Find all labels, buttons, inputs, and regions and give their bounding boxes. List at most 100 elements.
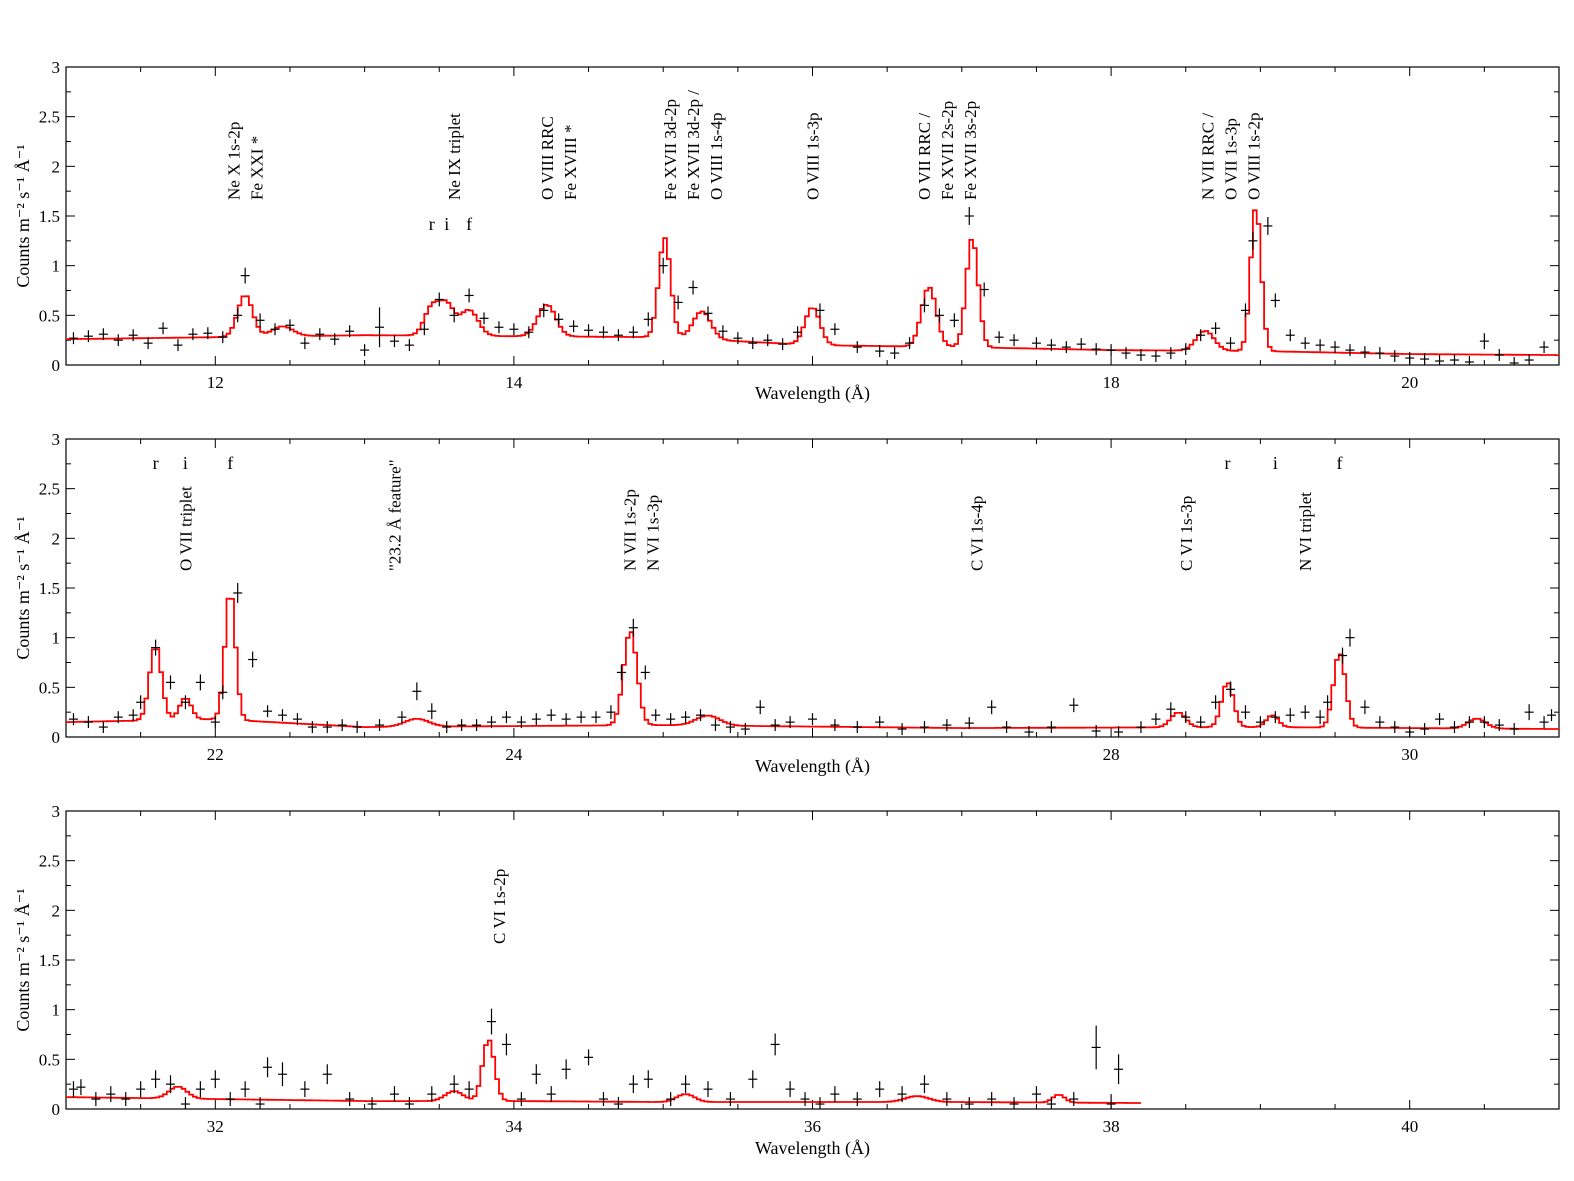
- data-point: [479, 312, 489, 325]
- data-point: [875, 345, 885, 358]
- line-annotation: O VIII 1s-2p: [1245, 112, 1264, 200]
- data-point: [539, 303, 549, 318]
- data-point: [666, 713, 676, 726]
- data-point: [1114, 1054, 1124, 1085]
- data-point: [964, 207, 974, 225]
- data-point: [91, 1092, 101, 1107]
- line-annotation: O VII RRC /: [915, 113, 934, 200]
- triplet-letter: i: [183, 453, 188, 473]
- data-point: [68, 713, 78, 726]
- data-point: [949, 313, 959, 328]
- triplet-letter: r: [1225, 453, 1231, 473]
- y-tick-label: 1.5: [39, 579, 60, 598]
- y-axis-title: Counts m⁻² s⁻¹ Å⁻¹: [13, 888, 33, 1031]
- data-point: [688, 280, 698, 295]
- model-curve: [66, 1039, 1141, 1104]
- data-point: [628, 326, 638, 339]
- data-point: [1106, 344, 1116, 357]
- data-point: [158, 322, 168, 335]
- line-annotation: N VI 1s-3p: [643, 495, 662, 571]
- data-point: [173, 339, 183, 352]
- data-point: [1405, 352, 1415, 365]
- data-point: [352, 721, 362, 734]
- data-point: [1509, 357, 1519, 365]
- data-point: [793, 326, 803, 339]
- data-point: [561, 713, 571, 726]
- data-point: [1539, 716, 1549, 729]
- data-point: [1300, 705, 1310, 720]
- data-point: [942, 1092, 952, 1107]
- line-annotation: N VII RRC /: [1199, 113, 1218, 200]
- y-tick-label: 2: [52, 157, 61, 176]
- data-point: [464, 288, 474, 303]
- data-point: [1248, 231, 1258, 250]
- data-point: [919, 721, 929, 734]
- model-curve: [66, 209, 1559, 356]
- data-point: [1420, 723, 1430, 736]
- data-point: [1091, 725, 1101, 737]
- triplet-letter: r: [153, 453, 159, 473]
- data-point: [778, 338, 788, 351]
- line-annotation: C VI 1s-3p: [1177, 496, 1196, 571]
- x-tick-label: 18: [1103, 373, 1120, 392]
- data-point: [852, 341, 862, 354]
- y-tick-label: 1: [52, 257, 61, 276]
- data-point: [964, 1097, 974, 1109]
- data-point: [136, 1081, 146, 1098]
- data-point: [1166, 702, 1176, 717]
- data-point: [613, 1097, 623, 1109]
- data-point: [934, 308, 944, 323]
- data-point: [673, 295, 683, 310]
- data-point: [270, 323, 280, 336]
- data-point: [905, 337, 915, 350]
- data-point: [367, 1097, 377, 1109]
- data-point: [1494, 719, 1504, 732]
- data-point: [770, 719, 780, 732]
- y-tick-label: 3: [52, 802, 61, 821]
- data-point: [143, 337, 153, 350]
- data-points: [68, 583, 1557, 737]
- data-point: [427, 1086, 437, 1103]
- x-tick-label: 24: [505, 745, 523, 764]
- data-point: [681, 711, 691, 724]
- data-point: [509, 323, 519, 336]
- data-point: [136, 695, 146, 710]
- data-point: [1524, 704, 1534, 721]
- data-point: [613, 329, 623, 342]
- data-point: [1360, 700, 1370, 715]
- data-point: [337, 719, 347, 732]
- data-point: [979, 282, 989, 297]
- data-point: [1338, 647, 1348, 664]
- data-point: [1226, 681, 1236, 698]
- data-point: [640, 665, 650, 680]
- data-point: [404, 339, 414, 352]
- data-point: [487, 716, 497, 729]
- data-point: [598, 1092, 608, 1107]
- data-point: [263, 705, 273, 718]
- data-point: [360, 344, 370, 357]
- data-point: [315, 328, 325, 341]
- data-point: [255, 313, 265, 328]
- y-tick-label: 0.5: [39, 1050, 60, 1069]
- data-point: [897, 723, 907, 736]
- data-point: [703, 306, 713, 321]
- data-point: [397, 711, 407, 724]
- data-point: [218, 331, 228, 344]
- data-point: [292, 713, 302, 726]
- x-axis-title: Wavelength (Å): [755, 1138, 870, 1159]
- data-point: [830, 719, 840, 732]
- x-tick-label: 36: [804, 1117, 821, 1136]
- data-point: [240, 1081, 250, 1098]
- data-point: [1076, 338, 1086, 351]
- data-point: [300, 1081, 310, 1098]
- x-tick-label: 38: [1103, 1117, 1120, 1136]
- data-point: [1136, 349, 1146, 362]
- data-point: [1479, 333, 1489, 350]
- data-point: [681, 1075, 691, 1094]
- data-point: [151, 639, 161, 656]
- data-point: [852, 1092, 862, 1107]
- x-tick-label: 20: [1401, 373, 1418, 392]
- data-point: [1151, 350, 1161, 363]
- plot-frame: [65, 438, 1560, 738]
- data-point: [106, 1086, 116, 1103]
